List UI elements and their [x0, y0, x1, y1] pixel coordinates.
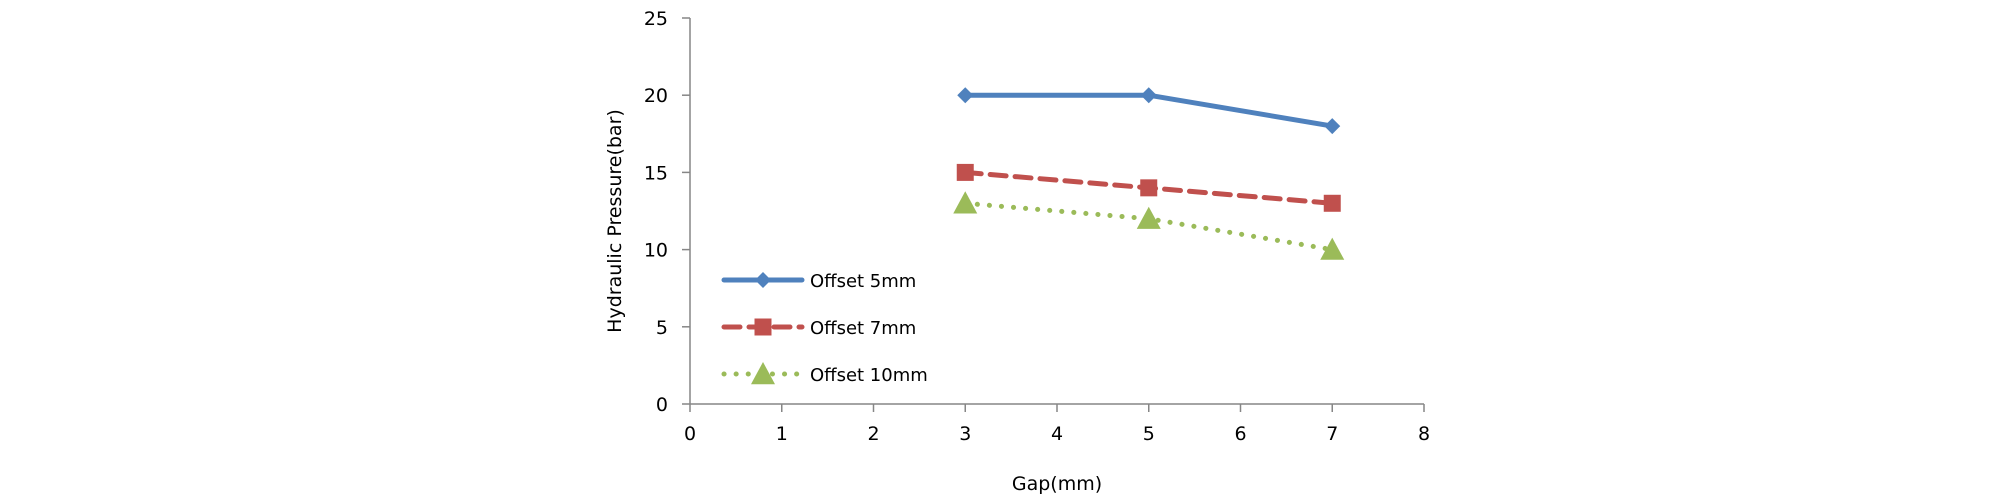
data-point-marker: [1324, 118, 1341, 135]
legend: Offset 5mm Offset 7mm Offset 10mm: [721, 271, 928, 386]
x-tick-label: 6: [1234, 423, 1246, 445]
y-tick-label: 10: [644, 240, 668, 262]
data-point-marker: [957, 87, 974, 104]
series-markers: [953, 87, 1345, 260]
y-tick-label: 5: [656, 317, 668, 339]
y-tick-label: 20: [644, 85, 668, 107]
legend-marker: [755, 272, 771, 288]
legend-label: Offset 10mm: [810, 365, 928, 386]
legend-marker: [754, 318, 772, 336]
x-tick-label: 7: [1326, 423, 1338, 445]
y-tick-label: 15: [644, 162, 668, 184]
series-line-3: [962, 200, 1335, 253]
x-tick-label: 4: [1051, 423, 1063, 445]
x-tick-label: 5: [1143, 423, 1155, 445]
legend-marker: [751, 362, 775, 385]
data-point-marker: [1320, 237, 1345, 260]
data-point-marker: [1140, 87, 1157, 104]
legend-label: Offset 5mm: [810, 271, 916, 292]
data-point-marker: [1136, 206, 1161, 229]
y-tick-label: 25: [644, 8, 668, 30]
x-tick-label: 1: [776, 423, 788, 445]
x-axis-title: Gap(mm): [1012, 473, 1102, 494]
y-axis-title: Hydraulic Pressure(bar): [604, 109, 626, 333]
x-tick-label: 0: [684, 423, 696, 445]
x-tick-label: 2: [867, 423, 879, 445]
data-point-marker: [1323, 194, 1341, 212]
data-point-marker: [953, 191, 978, 214]
y-tick-label: 0: [656, 394, 668, 416]
x-tick-label: 8: [1418, 423, 1430, 445]
x-tick-label: 3: [959, 423, 971, 445]
tick-labels: 0 5 10 15 20 25 0 1 2 3 4 5 6 7 8: [644, 8, 1430, 445]
data-point-marker: [1140, 179, 1158, 197]
data-point-marker: [956, 163, 974, 181]
legend-label: Offset 7mm: [810, 318, 916, 339]
axes: [682, 17, 1425, 412]
